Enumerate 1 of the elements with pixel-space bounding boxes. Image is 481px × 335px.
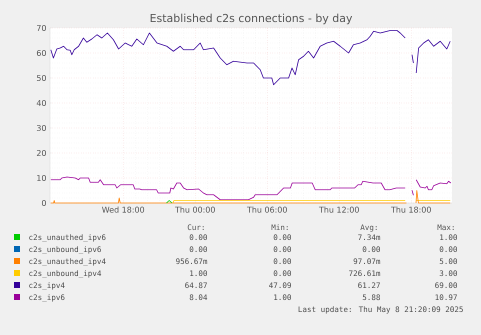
chart-title: Established c2s connections - by day [150,14,352,24]
